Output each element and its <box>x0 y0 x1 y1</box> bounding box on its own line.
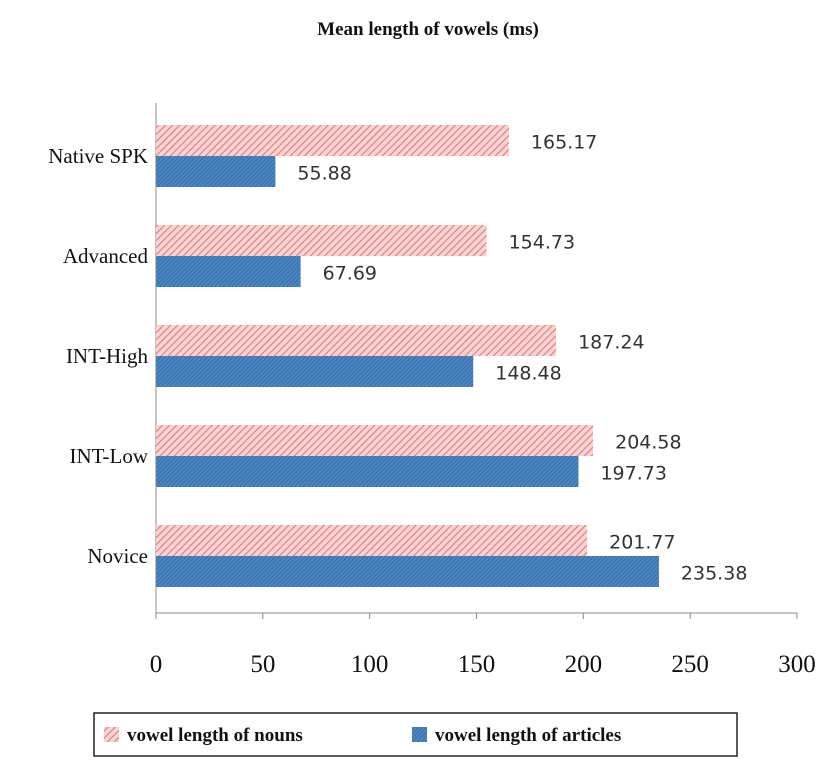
bar-nouns <box>156 325 557 356</box>
data-label-nouns: 187.24 <box>578 332 644 354</box>
bar-articles <box>156 256 301 287</box>
category-label: Native SPK <box>48 144 148 168</box>
x-tick-label: 150 <box>458 651 496 678</box>
bars <box>156 125 659 587</box>
data-labels: 165.17 55.88 154.73 67.69 187.24 148.48 204.58… <box>297 132 747 585</box>
data-label-articles: 235.38 <box>681 563 747 585</box>
category-labels: Native SPK Advanced INT-High INT-Low Novice <box>48 144 149 568</box>
chart-title: Mean length of vowels (ms) <box>317 19 539 40</box>
legend: vowel length of nouns vowel length of ar… <box>93 712 738 757</box>
x-tick-label: 300 <box>778 651 816 678</box>
legend-label-articles: vowel length of articles <box>435 725 621 746</box>
bar-articles <box>156 356 474 387</box>
bar-articles <box>156 456 579 487</box>
data-label-articles: 197.73 <box>600 463 666 485</box>
x-tick-label: 200 <box>565 651 603 678</box>
data-label-articles: 55.88 <box>297 163 351 185</box>
x-tick-label: 100 <box>351 651 389 678</box>
category-label: Advanced <box>63 244 149 268</box>
legend-swatch-nouns <box>104 727 119 742</box>
bar-nouns <box>156 425 594 456</box>
data-label-nouns: 201.77 <box>609 532 675 554</box>
x-ticks: 0 50 100 150 200 250 300 <box>150 613 816 678</box>
bar-nouns <box>156 525 588 556</box>
data-label-nouns: 204.58 <box>615 432 681 454</box>
category-label: INT-Low <box>69 444 148 468</box>
x-tick-label: 250 <box>671 651 709 678</box>
legend-swatch-articles <box>412 727 427 742</box>
x-tick-label: 50 <box>250 651 275 678</box>
x-tick-label: 0 <box>150 651 163 678</box>
category-label: Novice <box>87 544 148 568</box>
data-label-nouns: 154.73 <box>509 232 575 254</box>
bar-articles <box>156 156 276 187</box>
data-label-articles: 148.48 <box>495 363 561 385</box>
data-label-nouns: 165.17 <box>531 132 597 154</box>
category-label: INT-High <box>66 344 149 368</box>
bar-nouns <box>156 225 487 256</box>
bar-articles <box>156 556 659 587</box>
data-label-articles: 67.69 <box>323 263 377 285</box>
legend-label-nouns: vowel length of nouns <box>127 725 303 746</box>
bar-nouns <box>156 125 509 156</box>
